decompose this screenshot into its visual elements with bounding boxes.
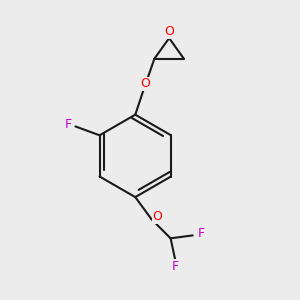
Text: F: F [65, 118, 72, 130]
Text: O: O [152, 210, 162, 223]
Text: O: O [140, 77, 150, 90]
Text: O: O [164, 25, 174, 38]
Text: F: F [172, 260, 178, 273]
Text: F: F [197, 226, 205, 239]
